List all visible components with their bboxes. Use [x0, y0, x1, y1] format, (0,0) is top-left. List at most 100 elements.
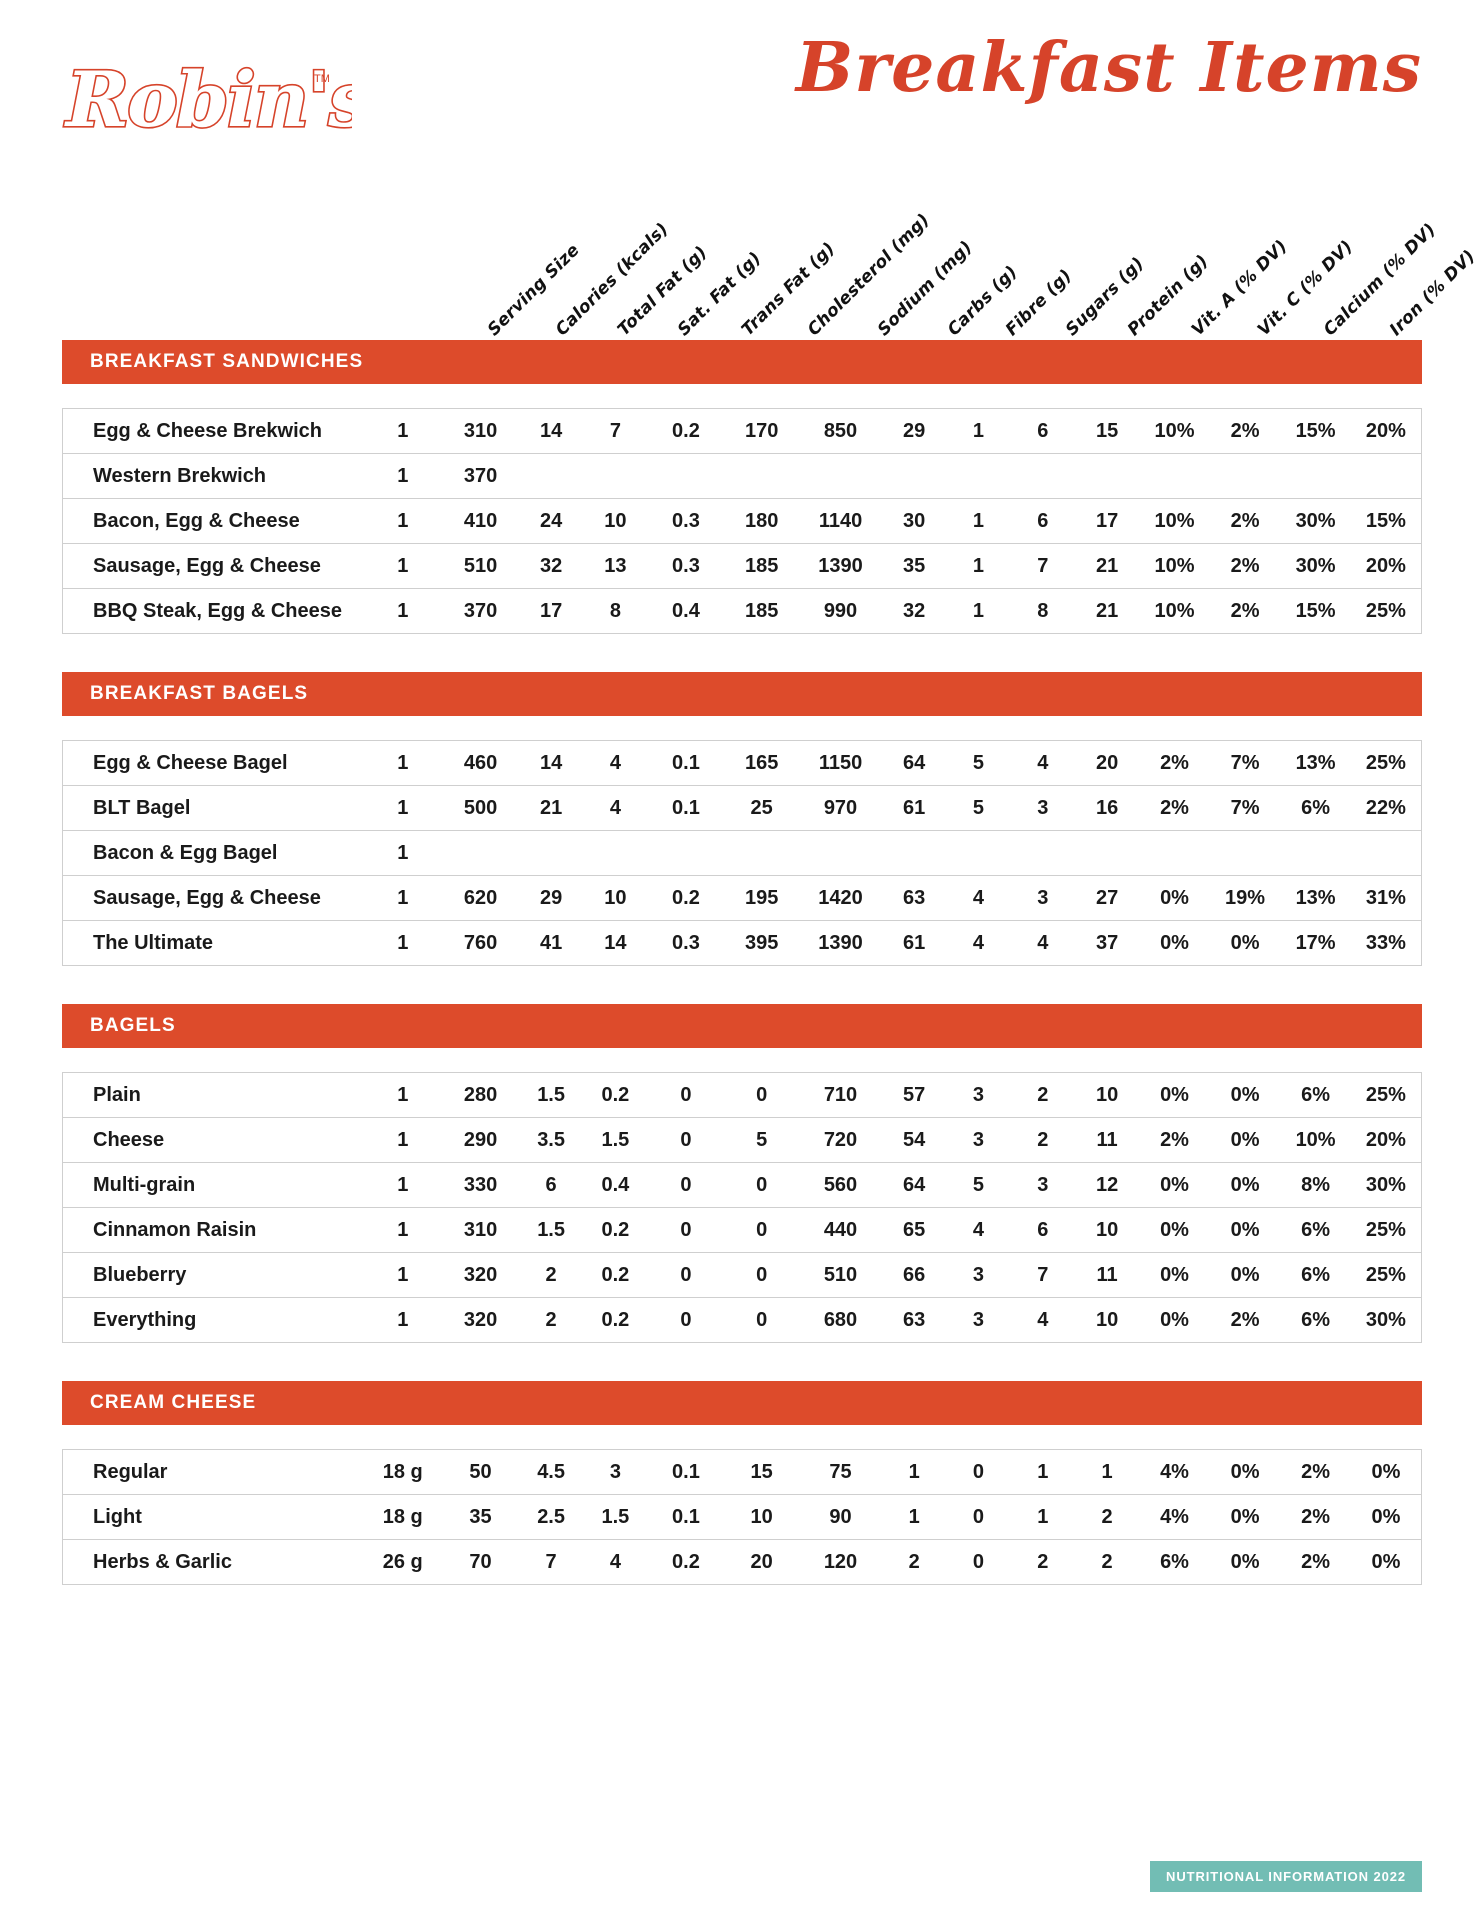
cell-cholesterol-mg: 10 [724, 1494, 800, 1540]
table-row: Sausage, Egg & Cheese 1 620 29 10 0.2 195 1420 6… [62, 875, 1422, 921]
cell-protein-g: 1 [1074, 1449, 1140, 1495]
cell-iron-dv: 0% [1350, 1539, 1422, 1585]
cell-sugars-g: 4 [1010, 740, 1075, 786]
cell-calories-kcals: 510 [442, 543, 519, 589]
cell-sugars-g: 6 [1010, 498, 1075, 544]
cell-calories-kcals: 50 [442, 1449, 519, 1495]
section-title: BREAKFAST BAGELS [90, 683, 309, 704]
nutritional-info-badge: NUTRITIONAL INFORMATION 2022 [1150, 1861, 1422, 1892]
cell-iron-dv: 25% [1350, 588, 1422, 634]
cell-serving-size: 18 g [363, 1494, 443, 1540]
cell-trans-fat-g: 0.2 [647, 875, 725, 921]
cell-vit-c-dv: 19% [1209, 875, 1281, 921]
cell-vit-a-dv: 0% [1139, 920, 1210, 966]
cell-sat-fat-g: 4 [583, 740, 648, 786]
cell-total-fat-g: 14 [518, 408, 584, 454]
table-row: Light 18 g 35 2.5 1.5 0.1 10 90 1 0 1 2 4% 0% 2% 0% [62, 1494, 1422, 1540]
cell-calories-kcals: 35 [442, 1494, 519, 1540]
cell-vit-c-dv: 0% [1209, 1449, 1281, 1495]
table-row: BLT Bagel 1 500 21 4 0.1 25 970 61 5 3 16 2% 7% 6% 22% [62, 785, 1422, 831]
table-row: Everything 1 320 2 0.2 0 0 680 63 3 4 10 0% 2% 6% 30% [62, 1297, 1422, 1343]
item-name: Plain [62, 1072, 364, 1118]
cell-sat-fat-g: 0.2 [583, 1072, 648, 1118]
table-row: Egg & Cheese Bagel 1 460 14 4 0.1 165 1150 64 5 4 2… [62, 740, 1422, 786]
cell-calories-kcals: 310 [442, 1207, 519, 1253]
cell-total-fat-g: 1.5 [518, 1072, 584, 1118]
cell-serving-size: 1 [363, 1297, 443, 1343]
cell-calcium-dv: 6% [1280, 1207, 1351, 1253]
cell-sugars-g: 8 [1010, 588, 1075, 634]
cell-trans-fat-g: 0.1 [647, 740, 725, 786]
item-name: Blueberry [62, 1252, 364, 1298]
cell-sat-fat-g: 0.2 [583, 1252, 648, 1298]
cell-calories-kcals: 370 [442, 453, 519, 499]
cell-vit-c-dv: 0% [1209, 1162, 1281, 1208]
table-row: Bacon & Egg Bagel 1 [62, 830, 1422, 876]
cell-calories-kcals: 310 [442, 408, 519, 454]
cell-calories-kcals: 280 [442, 1072, 519, 1118]
cell-cholesterol-mg [724, 830, 800, 876]
cell-trans-fat-g [647, 453, 725, 499]
page-title: Breakfast Items [795, 28, 1422, 108]
cell-total-fat-g: 14 [518, 740, 584, 786]
cell-iron-dv: 25% [1350, 740, 1422, 786]
cell-protein-g: 10 [1074, 1297, 1140, 1343]
cell-sat-fat-g [583, 830, 648, 876]
cell-sugars-g: 7 [1010, 543, 1075, 589]
item-name: Regular [62, 1449, 364, 1495]
cell-calories-kcals: 330 [442, 1162, 519, 1208]
cell-vit-c-dv: 0% [1209, 1072, 1281, 1118]
cell-iron-dv: 20% [1350, 1117, 1422, 1163]
cell-total-fat-g: 32 [518, 543, 584, 589]
cell-total-fat-g: 2 [518, 1252, 584, 1298]
cell-iron-dv: 30% [1350, 1297, 1422, 1343]
cell-sat-fat-g: 3 [583, 1449, 648, 1495]
cell-trans-fat-g: 0 [647, 1297, 725, 1343]
nutrition-table: Regular 18 g 50 4.5 3 0.1 15 75 1 0 1 1 4% 0% 2% 0% Ligh… [62, 1449, 1422, 1585]
cell-calories-kcals: 760 [442, 920, 519, 966]
cell-protein-g [1074, 830, 1140, 876]
cell-total-fat-g: 2 [518, 1297, 584, 1343]
section-title: CREAM CHEESE [90, 1392, 257, 1413]
cell-iron-dv: 30% [1350, 1162, 1422, 1208]
cell-carbs-g: 29 [882, 408, 947, 454]
cell-cholesterol-mg: 395 [724, 920, 800, 966]
cell-sodium-mg: 1420 [799, 875, 882, 921]
cell-carbs-g: 54 [882, 1117, 947, 1163]
cell-vit-a-dv: 10% [1139, 543, 1210, 589]
cell-vit-a-dv: 4% [1139, 1494, 1210, 1540]
cell-vit-a-dv: 2% [1139, 1117, 1210, 1163]
cell-cholesterol-mg: 25 [724, 785, 800, 831]
section-header-bar: BREAKFAST SANDWICHES [62, 340, 1422, 384]
cell-vit-a-dv: 10% [1139, 588, 1210, 634]
cell-iron-dv: 15% [1350, 498, 1422, 544]
section-header-bar: BREAKFAST BAGELS [62, 672, 1422, 716]
cell-carbs-g: 35 [882, 543, 947, 589]
cell-serving-size: 18 g [363, 1449, 443, 1495]
cell-sat-fat-g: 4 [583, 785, 648, 831]
cell-vit-a-dv: 0% [1139, 1252, 1210, 1298]
cell-sat-fat-g [583, 453, 648, 499]
cell-trans-fat-g: 0 [647, 1207, 725, 1253]
cell-trans-fat-g: 0.3 [647, 543, 725, 589]
cell-sat-fat-g: 0.2 [583, 1297, 648, 1343]
cell-calcium-dv [1280, 453, 1351, 499]
cell-total-fat-g: 29 [518, 875, 584, 921]
cell-iron-dv: 33% [1350, 920, 1422, 966]
cell-sodium-mg: 990 [799, 588, 882, 634]
cell-protein-g: 10 [1074, 1072, 1140, 1118]
cell-fibre-g: 5 [946, 785, 1011, 831]
cell-sodium-mg: 1140 [799, 498, 882, 544]
item-name: Egg & Cheese Brekwich [62, 408, 364, 454]
cell-sat-fat-g: 1.5 [583, 1494, 648, 1540]
cell-cholesterol-mg: 20 [724, 1539, 800, 1585]
item-name: The Ultimate [62, 920, 364, 966]
robins-logo: Robin's TM [62, 38, 352, 153]
cell-carbs-g: 30 [882, 498, 947, 544]
cell-cholesterol-mg: 5 [724, 1117, 800, 1163]
cell-trans-fat-g: 0.1 [647, 1449, 725, 1495]
cell-calcium-dv [1280, 830, 1351, 876]
cell-carbs-g: 2 [882, 1539, 947, 1585]
cell-vit-a-dv: 0% [1139, 1297, 1210, 1343]
cell-fibre-g: 0 [946, 1449, 1011, 1495]
